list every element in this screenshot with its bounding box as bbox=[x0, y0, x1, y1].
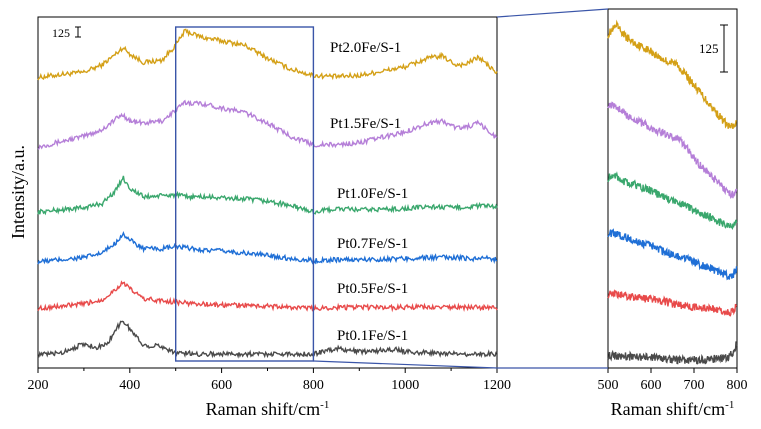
series-label: Pt1.5Fe/S-1 bbox=[330, 116, 401, 132]
zoom-series-line-Pt1.5Fe/S-1 bbox=[607, 101, 738, 199]
series-line-Pt0.7Fe/S-1 bbox=[37, 230, 498, 265]
zoom-x-axis-label: Raman shift/cm-1 bbox=[611, 399, 735, 419]
zoom-scale-bar-label: 125 bbox=[699, 41, 719, 56]
x-tick-label: 200 bbox=[28, 378, 49, 393]
x-axis-label-text: Raman shift/cm bbox=[206, 399, 320, 419]
main-panel: Pt2.0Fe/S-1 Pt1.5Fe/S-1 Pt1.0Fe/S-1 Pt0.7Fe… bbox=[8, 16, 511, 419]
zoom-series-line-Pt1.0Fe/S-1 bbox=[607, 171, 738, 230]
series-line-Pt0.1Fe/S-1 bbox=[37, 320, 498, 359]
main-plot-frame bbox=[37, 16, 498, 369]
series-label: Pt0.1Fe/S-1 bbox=[337, 328, 408, 344]
zoom-series-line-Pt2.0Fe/S-1 bbox=[607, 19, 738, 130]
series-label: Pt0.5Fe/S-1 bbox=[337, 281, 408, 297]
series-line-Pt0.5Fe/S-1 bbox=[37, 280, 498, 313]
zoom-series-line-Pt0.7Fe/S-1 bbox=[607, 228, 738, 281]
zoom-x-tick-label: 600 bbox=[641, 378, 662, 393]
series-label: Pt0.7Fe/S-1 bbox=[337, 236, 408, 252]
series-line-Pt1.0Fe/S-1 bbox=[37, 175, 498, 216]
zoom-series-line-Pt0.5Fe/S-1 bbox=[607, 289, 738, 317]
zoom-x-axis-label-text: Raman shift/cm bbox=[611, 399, 725, 419]
x-axis-label-superscript: -1 bbox=[320, 399, 329, 411]
zoom-plot-frame bbox=[607, 8, 738, 369]
series-label: Pt1.0Fe/S-1 bbox=[337, 186, 408, 202]
x-tick-label: 800 bbox=[303, 378, 324, 393]
x-tick-label: 600 bbox=[211, 378, 232, 393]
y-axis-label: Intensity/a.u. bbox=[8, 145, 28, 239]
scale-bar-label: 125 bbox=[52, 26, 70, 40]
zoom-series-line-Pt0.1Fe/S-1 bbox=[607, 341, 738, 365]
series-line-Pt1.5Fe/S-1 bbox=[37, 99, 498, 150]
zoom-x-axis-label-superscript: -1 bbox=[725, 399, 734, 411]
zoom-x-tick-label: 700 bbox=[684, 378, 705, 393]
zoom-x-tick-label: 800 bbox=[727, 378, 748, 393]
x-tick-label: 400 bbox=[119, 378, 140, 393]
series-line-Pt2.0Fe/S-1 bbox=[37, 28, 498, 81]
series-label: Pt2.0Fe/S-1 bbox=[330, 40, 401, 56]
zoom-connector-line bbox=[496, 8, 609, 18]
x-tick-label: 1000 bbox=[391, 378, 419, 393]
x-axis-label: Raman shift/cm-1 bbox=[206, 399, 330, 419]
x-tick-label: 1200 bbox=[483, 378, 511, 393]
zoom-x-tick-label: 500 bbox=[598, 378, 619, 393]
zoom-region-box bbox=[174, 26, 315, 362]
zoom-connector-line bbox=[313, 360, 498, 369]
